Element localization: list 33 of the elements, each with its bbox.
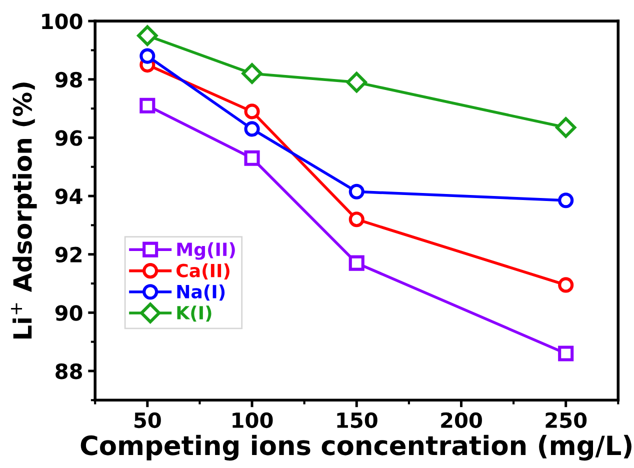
x-tick-label: 50 (134, 412, 161, 428)
y-tick-label: 92 (55, 246, 82, 263)
point (558, 192, 574, 208)
y-tick-label: 96 (55, 130, 82, 146)
point (140, 98, 156, 114)
point (346, 72, 367, 93)
point (242, 63, 262, 84)
legend-label: Mg(II) (177, 242, 235, 260)
legend-label: K(I) (177, 306, 212, 322)
x-axis-title: Competing ions concentration (mg/L) (80, 434, 632, 461)
point (140, 48, 156, 64)
y-tick-label: 94 (55, 188, 82, 204)
point (244, 104, 260, 120)
point (555, 117, 576, 138)
point (137, 25, 158, 46)
point (244, 150, 260, 166)
x-tick-label: 150 (337, 412, 378, 428)
x-tick-label: 200 (441, 412, 482, 428)
y-tick-label: 88 (56, 363, 82, 380)
y-tick-label: 98 (55, 72, 82, 88)
y-tick-label: 100 (42, 14, 82, 30)
point (244, 121, 260, 137)
y-axis-title: Li$^{+}$ Adsorption (%) (11, 82, 37, 339)
legend-label: Na(I) (177, 284, 225, 301)
point (558, 277, 574, 293)
y-tick-label: 90 (55, 305, 82, 321)
x-tick-label: 250 (546, 412, 587, 428)
point (348, 184, 364, 200)
x-tick-label: 100 (232, 412, 273, 428)
point (558, 346, 574, 362)
point (348, 255, 364, 271)
point (348, 212, 364, 228)
legend-label: Ca(II) (176, 263, 230, 280)
